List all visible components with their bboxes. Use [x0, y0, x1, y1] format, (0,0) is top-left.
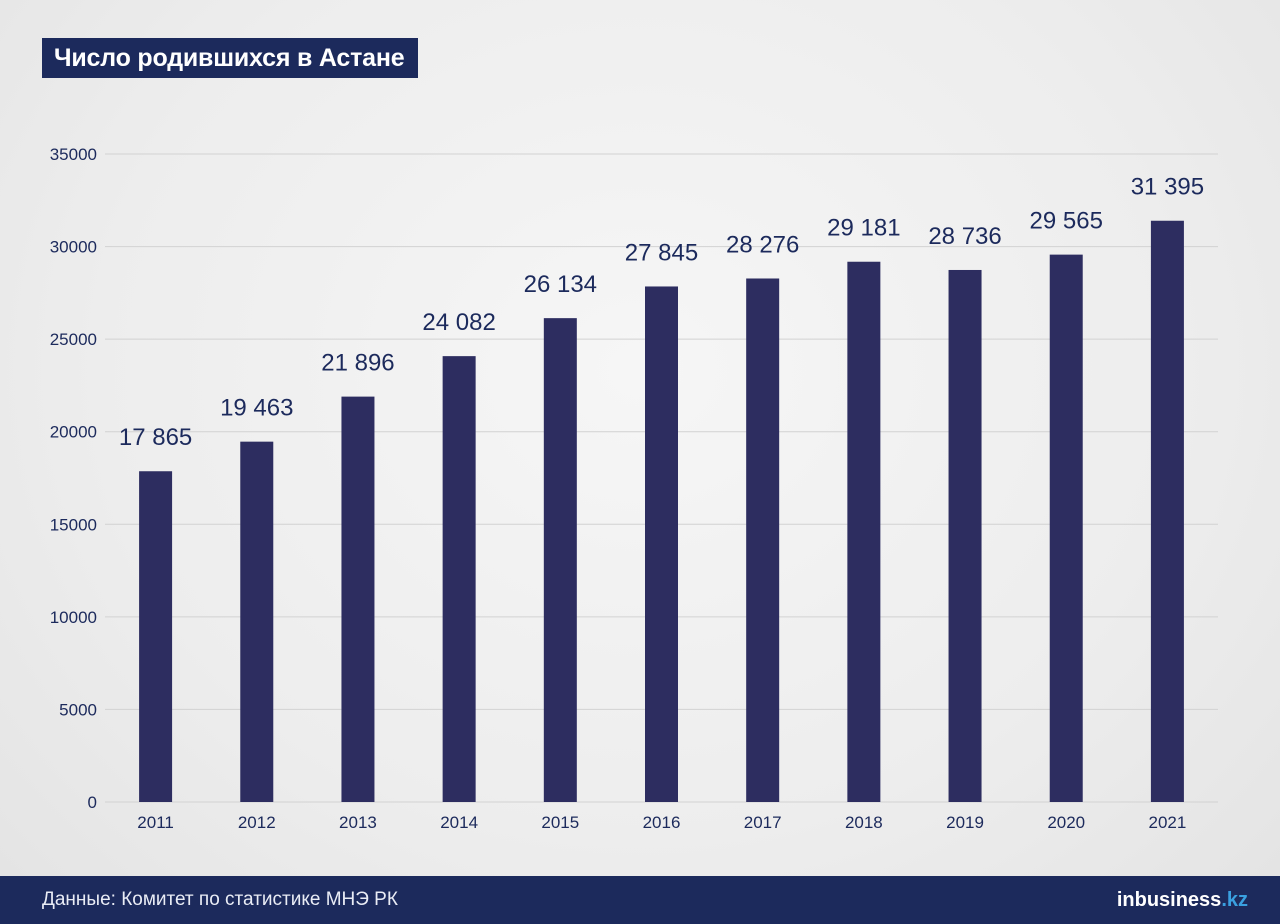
bar: [948, 269, 982, 802]
data-label: 28 276: [726, 231, 799, 258]
bar: [847, 261, 881, 802]
y-tick-label: 30000: [50, 238, 97, 257]
y-tick-label: 35000: [50, 145, 97, 164]
y-tick-label: 0: [88, 793, 97, 812]
y-tick-label: 15000: [50, 515, 97, 534]
bars: [139, 220, 1184, 803]
x-tick-label: 2014: [440, 813, 478, 832]
bar: [341, 396, 375, 802]
brand-logo: inbusiness.kz: [1117, 876, 1248, 924]
brand-tld: .kz: [1221, 889, 1248, 911]
x-tick-label: 2013: [339, 813, 377, 832]
x-tick-label: 2017: [744, 813, 782, 832]
brand-name: inbusiness: [1116, 889, 1222, 911]
x-axis: 2011 2012 2013 2014 2015 2016 2017 2018 2019 2020…: [137, 813, 1186, 832]
x-tick-label: 2021: [1148, 813, 1186, 832]
bar: [240, 441, 274, 802]
y-tick-label: 10000: [50, 608, 97, 627]
y-axis: 0 5000 10000 15000 20000 25000 30000 35000: [50, 145, 97, 812]
data-label: 29 565: [1030, 208, 1103, 235]
bar: [442, 356, 476, 802]
data-label: 24 082: [422, 309, 495, 336]
bar: [543, 318, 577, 802]
bar: [1150, 220, 1184, 802]
x-tick-label: 2019: [946, 813, 984, 832]
x-tick-label: 2015: [541, 813, 579, 832]
y-tick-label: 5000: [59, 700, 97, 719]
bar-chart: 0 5000 10000 15000 20000 25000 30000 35000 17 8…: [50, 145, 1218, 832]
data-label: 19 463: [220, 395, 293, 422]
y-tick-label: 25000: [50, 330, 97, 349]
chart-title: Число родившихся в Астане: [42, 38, 419, 78]
bar: [746, 278, 780, 802]
data-label: 29 181: [827, 215, 900, 242]
data-source: Данные: Комитет по статистике МНЭ РК: [42, 889, 398, 910]
x-tick-label: 2016: [643, 813, 681, 832]
x-tick-label: 2011: [137, 813, 174, 832]
x-tick-label: 2020: [1047, 813, 1085, 832]
bar: [1049, 254, 1083, 803]
footer-bar: Данные: Комитет по статистике МНЭ РК inb…: [0, 876, 1280, 924]
data-label: 27 845: [625, 239, 698, 266]
bar: [139, 471, 173, 802]
data-label: 17 865: [119, 424, 192, 451]
data-label: 28 736: [928, 223, 1001, 250]
data-label: 26 134: [524, 271, 597, 298]
data-labels: 17 865 19 463 21 896 24 082 26 134 27 845 28 2…: [119, 174, 1204, 451]
bar: [645, 286, 678, 802]
data-label: 21 896: [321, 350, 394, 377]
data-label: 31 395: [1131, 174, 1204, 201]
x-tick-label: 2012: [238, 813, 276, 832]
y-tick-label: 20000: [50, 423, 97, 442]
x-tick-label: 2018: [845, 813, 883, 832]
